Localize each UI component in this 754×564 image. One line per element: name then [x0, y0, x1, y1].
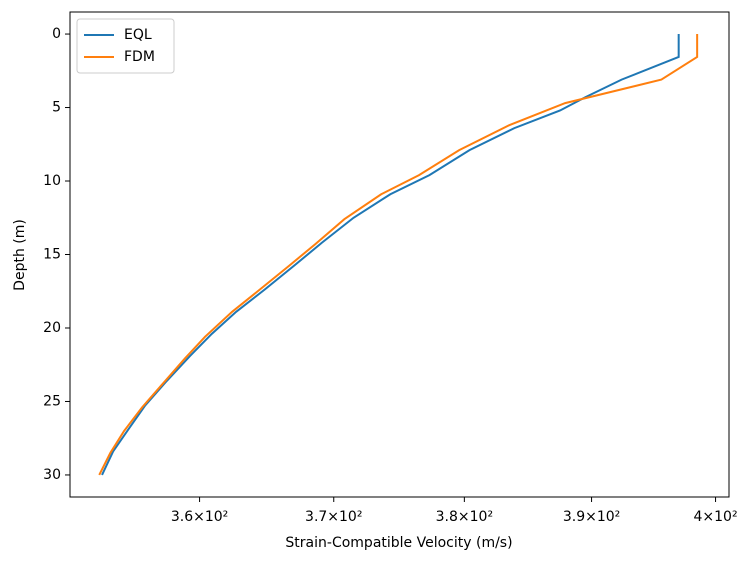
y-tick-label: 0 — [52, 26, 61, 42]
x-tick-label: 3.6×10² — [171, 509, 228, 525]
x-tick-label: 3.8×10² — [436, 509, 493, 525]
y-tick-label: 20 — [43, 320, 61, 336]
x-tick-label: 3.9×10² — [563, 509, 620, 525]
line-series — [98, 34, 699, 476]
y-tick-label: 30 — [43, 467, 61, 483]
plot-frame — [69, 11, 730, 498]
legend-label: FDM — [124, 49, 155, 65]
line-series — [101, 34, 680, 476]
y-tick-label: 5 — [52, 100, 61, 116]
y-tick-label: 10 — [43, 173, 61, 189]
legend-label: EQL — [124, 27, 152, 43]
y-axis-label: Depth (m) — [12, 219, 28, 291]
x-tick-label: 4×10² — [694, 509, 738, 525]
legend-box — [76, 18, 175, 74]
y-tick-label: 15 — [43, 247, 61, 263]
x-tick-label: 3.7×10² — [305, 509, 362, 525]
y-tick-label: 25 — [43, 393, 61, 409]
x-axis-label: Strain-Compatible Velocity (m/s) — [285, 535, 512, 551]
